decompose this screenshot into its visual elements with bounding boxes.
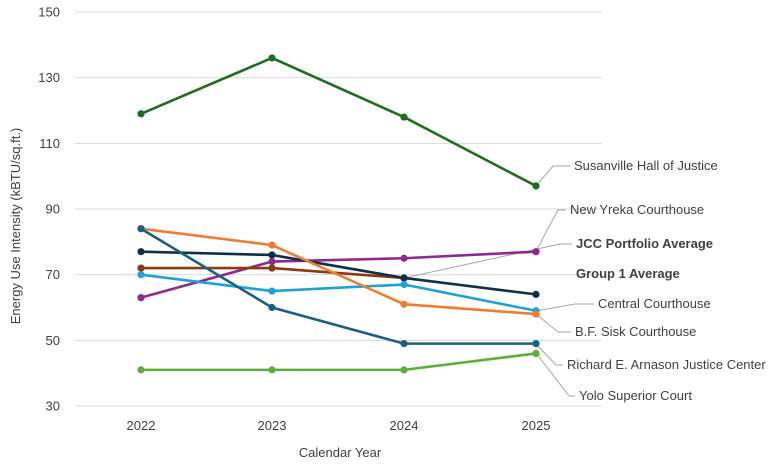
leader-line-yolo-superior-court bbox=[535, 352, 575, 397]
label-leader-lines bbox=[403, 165, 594, 397]
data-point-jcc-portfolio-average bbox=[137, 264, 145, 272]
data-point-central-courthouse bbox=[268, 287, 276, 295]
series-line-richard-e-arnason-justice-center bbox=[140, 227, 536, 345]
y-axis-title: Energy Use Intensity (kBTU/sq.ft.) bbox=[8, 128, 23, 325]
data-point-susanville-hall-of-justice bbox=[400, 113, 408, 121]
data-point-jcc-portfolio-average bbox=[268, 264, 276, 272]
leader-line-richard-e-arnason-justice-center bbox=[535, 343, 563, 366]
series-lines bbox=[140, 56, 537, 372]
series-label-richard-e-arnason-justice-center: Richard E. Arnason Justice Center bbox=[567, 357, 766, 372]
data-point-susanville-hall-of-justice bbox=[137, 110, 145, 118]
data-point-richard-e-arnason-justice-center bbox=[268, 303, 276, 312]
data-point-group-1-average bbox=[268, 251, 276, 259]
data-point-richard-e-arnason-justice-center bbox=[400, 340, 408, 348]
series-points bbox=[137, 54, 540, 374]
x-tick-label: 2024 bbox=[390, 418, 419, 433]
leader-line-b-f-sisk-courthouse bbox=[535, 313, 571, 333]
data-point-richard-e-arnason-justice-center bbox=[532, 340, 540, 348]
data-point-central-courthouse bbox=[137, 271, 145, 279]
series-label-central-courthouse: Central Courthouse bbox=[598, 296, 711, 311]
data-point-new-yreka-courthouse bbox=[400, 254, 408, 262]
series-line-b-f-sisk-courthouse bbox=[140, 227, 537, 316]
y-tick-label: 90 bbox=[46, 202, 60, 217]
series-line-yolo-superior-court bbox=[141, 352, 537, 372]
x-axis-title: Calendar Year bbox=[299, 445, 382, 460]
data-point-richard-e-arnason-justice-center bbox=[137, 225, 145, 233]
gridlines bbox=[75, 11, 602, 407]
leader-line-jcc-portfolio-average bbox=[403, 243, 572, 279]
x-tick-label: 2025 bbox=[522, 418, 551, 433]
data-point-b-f-sisk-courthouse bbox=[400, 300, 408, 308]
series-line-group-1-average bbox=[140, 250, 537, 296]
y-tick-label: 150 bbox=[38, 5, 60, 20]
x-tick-label: 2023 bbox=[258, 418, 287, 433]
series-label-jcc-portfolio-average: JCC Portfolio Average bbox=[576, 236, 713, 251]
data-point-new-yreka-courthouse bbox=[137, 294, 145, 302]
series-labels: Susanville Hall of Justice New Yreka Cour… bbox=[567, 158, 766, 403]
data-point-susanville-hall-of-justice bbox=[532, 182, 540, 190]
y-tick-label: 110 bbox=[39, 136, 60, 151]
leader-line-central-courthouse bbox=[535, 303, 594, 312]
data-point-yolo-superior-court bbox=[532, 349, 540, 358]
data-point-group-1-average bbox=[532, 290, 540, 298]
series-label-susanville-hall-of-justice: Susanville Hall of Justice bbox=[574, 158, 718, 173]
y-tick-label: 50 bbox=[46, 333, 60, 348]
y-tick-label: 30 bbox=[46, 399, 60, 414]
x-axis-ticks: 2022 2023 2024 2025 bbox=[127, 418, 551, 433]
data-point-susanville-hall-of-justice bbox=[268, 54, 276, 62]
x-tick-label: 2022 bbox=[127, 418, 156, 433]
y-axis-ticks: 30 50 70 90 110 130 150 bbox=[38, 5, 60, 414]
y-tick-label: 70 bbox=[46, 267, 60, 282]
data-point-yolo-superior-court bbox=[268, 366, 276, 374]
series-label-b-f-sisk-courthouse: B.F. Sisk Courthouse bbox=[575, 324, 696, 339]
data-point-b-f-sisk-courthouse bbox=[532, 310, 540, 318]
series-label-new-yreka-courthouse: New Yreka Courthouse bbox=[570, 202, 704, 217]
data-point-group-1-average bbox=[400, 274, 408, 282]
series-line-central-courthouse bbox=[140, 273, 537, 313]
data-point-new-yreka-courthouse bbox=[268, 257, 276, 266]
leader-line-new-yreka-courthouse bbox=[535, 209, 566, 252]
data-point-yolo-superior-court bbox=[137, 366, 145, 374]
data-point-b-f-sisk-courthouse bbox=[268, 241, 276, 249]
data-point-yolo-superior-court bbox=[400, 366, 408, 374]
leader-line-susanville-hall-of-justice bbox=[535, 165, 570, 187]
data-point-new-yreka-courthouse bbox=[532, 248, 540, 256]
data-point-group-1-average bbox=[137, 248, 145, 256]
series-label-yolo-superior-court: Yolo Superior Court bbox=[579, 388, 692, 403]
series-label-group-1-average: Group 1 Average bbox=[576, 266, 680, 281]
y-tick-label: 130 bbox=[38, 70, 60, 85]
series-line-new-yreka-courthouse bbox=[140, 250, 537, 299]
data-point-central-courthouse bbox=[400, 280, 408, 289]
series-line-susanville-hall-of-justice bbox=[140, 56, 537, 188]
